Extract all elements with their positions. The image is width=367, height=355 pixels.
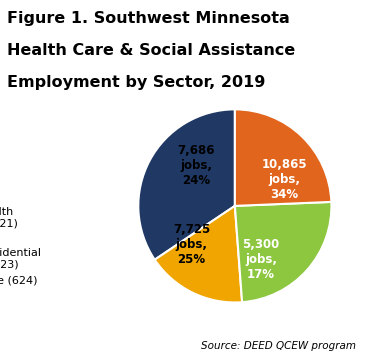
Wedge shape: [138, 109, 235, 260]
Text: Source: DEED QCEW program: Source: DEED QCEW program: [201, 342, 356, 351]
Text: 10,865
jobs,
34%: 10,865 jobs, 34%: [262, 158, 307, 201]
Text: 7,725
jobs,
25%: 7,725 jobs, 25%: [173, 223, 210, 266]
Wedge shape: [155, 206, 242, 302]
Text: 5,300
jobs,
17%: 5,300 jobs, 17%: [243, 238, 280, 281]
Wedge shape: [235, 109, 331, 206]
Text: Health Care & Social Assistance: Health Care & Social Assistance: [7, 43, 295, 58]
Legend: Ambulatory Health
Care Services (621), Hospitals (622), Nursing and Residential
: Ambulatory Health Care Services (621), H…: [0, 207, 41, 285]
Wedge shape: [235, 202, 331, 302]
Text: Figure 1. Southwest Minnesota: Figure 1. Southwest Minnesota: [7, 11, 290, 26]
Text: 7,686
jobs,
24%: 7,686 jobs, 24%: [177, 144, 215, 187]
Text: Employment by Sector, 2019: Employment by Sector, 2019: [7, 75, 266, 89]
